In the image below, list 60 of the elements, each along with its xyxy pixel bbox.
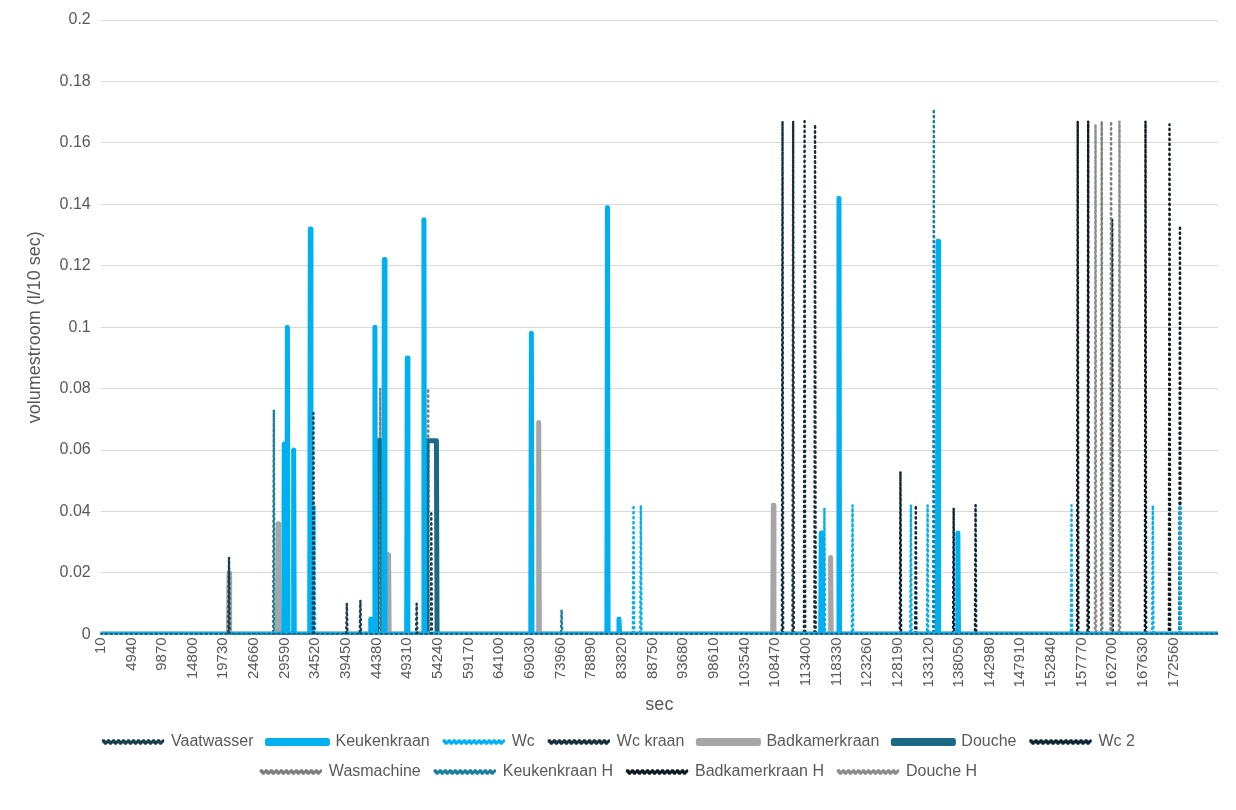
x-tick-label: 44380 [366,637,384,680]
x-tick-label: 152840 [1041,637,1059,688]
legend-label: Wc [511,732,535,750]
x-tick-label: 83820 [611,637,629,680]
x-tick-label: 103540 [734,637,752,688]
y-tick-label: 0.02 [59,563,91,581]
x-tick-label: 78890 [581,637,599,680]
y-tick-label: 0.12 [59,256,91,274]
x-tick-label: 147910 [1010,637,1028,688]
legend-label: Keukenkraan [335,732,430,750]
y-tick-label: 0 [81,624,91,642]
y-tick-label: 0.1 [68,317,91,335]
legend-label: Badkamerkraan [766,732,880,750]
x-tick-label: 14800 [182,637,200,680]
legend-label: Keukenkraan H [502,762,614,780]
x-tick-label: 172560 [1163,637,1181,688]
x-tick-label: 162700 [1102,637,1120,688]
x-tick-label: 93680 [673,637,691,680]
x-tick-label: 73960 [550,637,568,680]
x-tick-label: 142980 [979,637,997,688]
x-tick-label: 128190 [887,637,905,688]
x-tick-label: 59170 [458,637,476,680]
x-tick-label: 113400 [795,637,813,687]
x-tick-label: 10 [90,637,108,655]
x-tick-label: 54240 [428,637,446,680]
x-tick-label: 138050 [949,637,967,688]
x-tick-label: 157770 [1071,637,1089,688]
legend-label: Douche H [905,762,978,780]
legend-label: Wasmachine [328,762,421,780]
legend-label: Wc 2 [1098,732,1136,750]
x-tick-label: 64100 [489,637,507,680]
x-tick-label: 9870 [152,637,170,671]
legend-label: Badkamerkraan H [695,762,824,780]
y-tick-label: 0.08 [59,379,91,397]
x-tick-label: 123260 [857,637,875,688]
x-tick-label: 24660 [244,637,262,680]
x-tick-label: 34520 [305,637,323,680]
x-tick-label: 167630 [1133,637,1151,688]
x-tick-label: 88750 [642,637,660,680]
x-tick-label: 49310 [397,637,415,680]
x-tick-label: 69030 [520,637,538,680]
x-tick-label: 98610 [703,637,721,680]
legend-label: Wc kraan [616,732,685,750]
y-tick-label: 0.04 [59,501,91,519]
legend-label: Douche [961,732,1017,750]
x-tick-label: 39450 [336,637,354,680]
y-tick-label: 0.16 [59,133,91,151]
x-tick-label: 19730 [213,637,231,680]
x-tick-label: 29590 [274,637,292,680]
legend-label: Vaatwasser [171,732,255,750]
y-tick-label: 0.18 [59,71,91,89]
y-tick-label: 0.06 [59,440,91,458]
y-axis-title: volumestroom (l/10 sec) [23,231,44,424]
x-tick-label: 108470 [765,637,783,688]
x-axis-title: sec [645,694,674,715]
x-tick-label: 118330 [826,637,844,687]
x-tick-label: 133120 [918,637,936,688]
x-tick-label: 4940 [121,637,139,671]
y-tick-label: 0.14 [59,194,91,212]
y-tick-label: 0.2 [68,10,91,28]
